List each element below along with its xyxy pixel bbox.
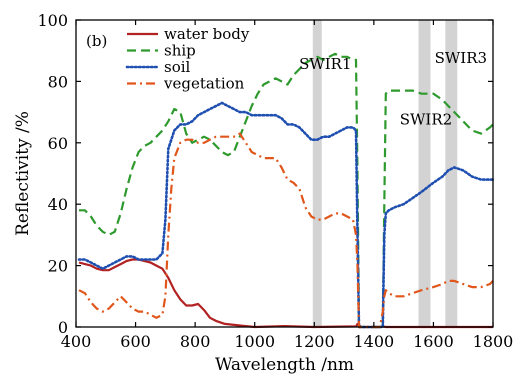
- legend-label-ship: ship: [164, 42, 196, 60]
- band-labels: SWIR1 SWIR2 SWIR3: [299, 49, 487, 128]
- band-swir3: [445, 20, 458, 327]
- x-tick-label: 1000: [234, 332, 275, 351]
- band-label-swir2: SWIR2: [400, 110, 452, 128]
- series-line-ship: [79, 52, 494, 329]
- panel-label: (b): [86, 32, 107, 50]
- series-line-water-body: [78, 258, 493, 329]
- series-lines: [77, 52, 495, 329]
- band-swir2: [418, 20, 431, 327]
- y-tick-label: 20: [48, 257, 68, 276]
- y-tick-label: 80: [48, 72, 68, 91]
- x-tick-label: 400: [61, 332, 92, 351]
- series-line-vegetation: [78, 132, 494, 329]
- band-label-swir3: SWIR3: [435, 49, 487, 67]
- y-tick-label: 40: [48, 195, 68, 214]
- series-line-soil: [77, 101, 495, 329]
- swir-bands: [312, 20, 458, 327]
- band-label-swir1: SWIR1: [299, 55, 351, 73]
- x-tick-label: 1600: [413, 332, 454, 351]
- x-tick-label: 1400: [353, 332, 394, 351]
- y-tick-label: 100: [37, 11, 68, 30]
- plot-frame: [75, 19, 494, 328]
- y-axis-label: Reflectivity /%: [13, 111, 33, 236]
- axis-ticks: 400 600 800 1000 1200 1400 1600 1800 0 20 40 60 80 10…: [37, 11, 513, 351]
- x-axis-label: Wavelength /nm: [215, 355, 354, 375]
- x-tick-label: 800: [180, 332, 211, 351]
- legend-label-water-body: water body: [164, 25, 250, 43]
- band-swir1: [312, 20, 322, 327]
- legend-label-vegetation: vegetation: [163, 75, 245, 93]
- y-tick-label: 0: [58, 318, 68, 337]
- x-tick-label: 600: [120, 332, 151, 351]
- x-tick-label: 1200: [294, 332, 335, 351]
- y-tick-label: 60: [48, 134, 68, 153]
- legend-label-soil: soil: [164, 58, 191, 76]
- x-tick-label: 1800: [473, 332, 514, 351]
